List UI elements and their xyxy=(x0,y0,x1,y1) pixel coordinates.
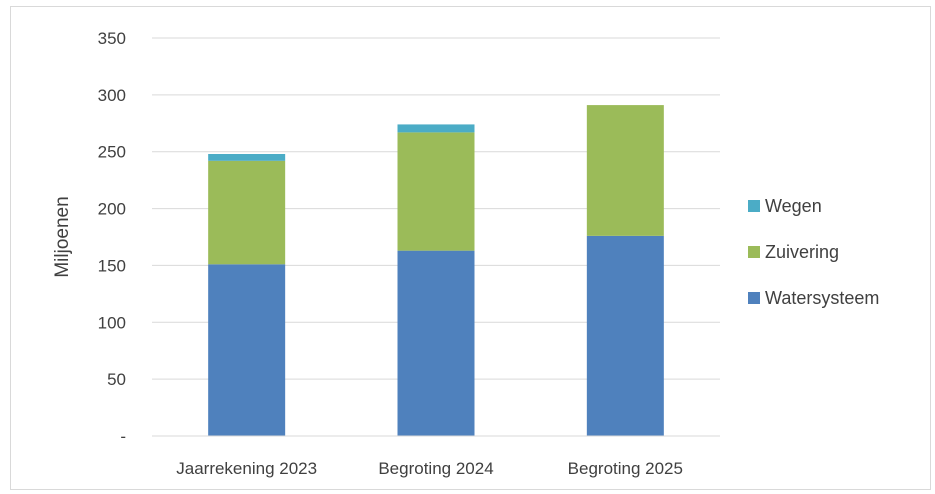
legend-label-wegen: Wegen xyxy=(765,196,822,216)
bar-watersysteem-1 xyxy=(208,264,286,436)
bars xyxy=(208,105,664,436)
y-tick-label-100: 100 xyxy=(98,313,126,332)
y-tick-label-200: 200 xyxy=(98,200,126,219)
legend-label-zuivering: Zuivering xyxy=(765,242,839,262)
legend: Wegen Zuivering Watersysteem xyxy=(748,196,879,308)
y-tick-label-250: 250 xyxy=(98,143,126,162)
y-tick-label-150: 150 xyxy=(98,256,126,275)
bar-wegen-2 xyxy=(397,124,475,133)
x-tick-label-1: Jaarrekening 2023 xyxy=(176,459,317,478)
y-tick-label-300: 300 xyxy=(98,86,126,105)
bar-wegen-1 xyxy=(208,153,286,161)
y-tick-label-350: 350 xyxy=(98,29,126,48)
legend-swatch-zuivering xyxy=(748,246,760,258)
legend-label-watersysteem: Watersysteem xyxy=(765,288,879,308)
x-tick-label-3: Begroting 2025 xyxy=(568,459,683,478)
bar-zuivering-3 xyxy=(586,105,664,236)
y-axis-title: Miljoenen xyxy=(52,196,73,277)
legend-swatch-wegen xyxy=(748,200,760,212)
bar-watersysteem-2 xyxy=(397,250,475,436)
legend-swatch-watersysteem xyxy=(748,292,760,304)
y-tick-label-50: 50 xyxy=(107,370,126,389)
axes: - 50 100 150 200 250 300 350 Jaarrekening 2023 Be… xyxy=(98,29,720,478)
bar-zuivering-1 xyxy=(208,160,286,265)
x-tick-label-2: Begroting 2024 xyxy=(378,459,493,478)
bar-watersysteem-3 xyxy=(586,235,664,436)
y-tick-label-0: - xyxy=(120,427,126,446)
bar-zuivering-2 xyxy=(397,132,475,251)
